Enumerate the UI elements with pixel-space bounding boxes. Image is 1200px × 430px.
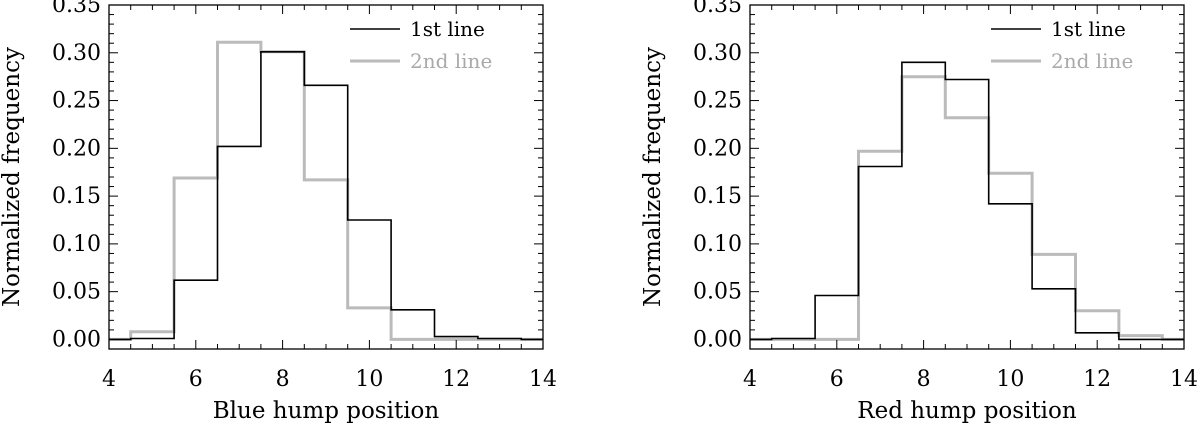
legend-label-first-line: 1st line — [410, 17, 485, 41]
y-tick-label: 0.35 — [52, 0, 101, 18]
legend: 1st line 2nd line — [991, 17, 1133, 73]
y-tick-label: 0.10 — [52, 232, 101, 257]
y-tick-label: 0.05 — [693, 280, 742, 305]
y-tick-label: 0.25 — [693, 89, 742, 114]
series-line-second-line — [109, 40, 543, 341]
x-tick-label: 14 — [529, 367, 557, 392]
y-tick-label: 0.15 — [52, 184, 101, 209]
x-tick-label: 8 — [276, 367, 290, 392]
y-axis-label: Normalized frequency — [640, 47, 666, 307]
y-tick-label: 0.15 — [693, 184, 742, 209]
y-tick-label: 0.30 — [52, 41, 101, 66]
x-tick-label: 4 — [743, 367, 757, 392]
x-tick-label: 4 — [102, 367, 116, 392]
x-tick-label: 12 — [1083, 367, 1111, 392]
x-tick-label: 10 — [996, 367, 1024, 392]
y-tick-label: 0.05 — [52, 280, 101, 305]
legend: 1st line 2nd line — [350, 17, 492, 73]
series-line-second-line — [750, 75, 1184, 341]
x-tick-label: 12 — [442, 367, 470, 392]
y-tick-label: 0.10 — [693, 232, 742, 257]
y-tick-label: 0.35 — [693, 0, 742, 18]
legend-label-first-line: 1st line — [1051, 17, 1126, 41]
x-axis-label: Blue hump position — [213, 398, 440, 424]
y-tick-label: 0.25 — [52, 89, 101, 114]
x-tick-label: 14 — [1170, 367, 1198, 392]
y-tick-label: 0.00 — [52, 327, 101, 352]
x-axis-label: Red hump position — [857, 398, 1077, 424]
legend-label-second-line: 2nd line — [1051, 49, 1133, 73]
chart-panel-1: 4 6 8 10 12 14 0.00 0.05 0.10 0.15 0.20 0.25 0.30 0.3… — [0, 0, 557, 424]
y-axis-label: Normalized frequency — [0, 47, 25, 307]
x-tick-label: 6 — [189, 367, 203, 392]
x-tick-label: 8 — [917, 367, 931, 392]
y-tick-label: 0.20 — [693, 136, 742, 161]
series-line-first-line — [109, 51, 543, 341]
x-tick-label: 6 — [830, 367, 844, 392]
legend-label-second-line: 2nd line — [410, 49, 492, 73]
series-line-first-line — [750, 61, 1184, 341]
y-tick-label: 0.20 — [52, 136, 101, 161]
x-tick-label: 10 — [355, 367, 383, 392]
chart-panel-2: 4 6 8 10 12 14 0.00 0.05 0.10 0.15 0.20 0.25 0.30 0.3… — [640, 0, 1198, 424]
y-tick-label: 0.30 — [693, 41, 742, 66]
y-tick-label: 0.00 — [693, 327, 742, 352]
